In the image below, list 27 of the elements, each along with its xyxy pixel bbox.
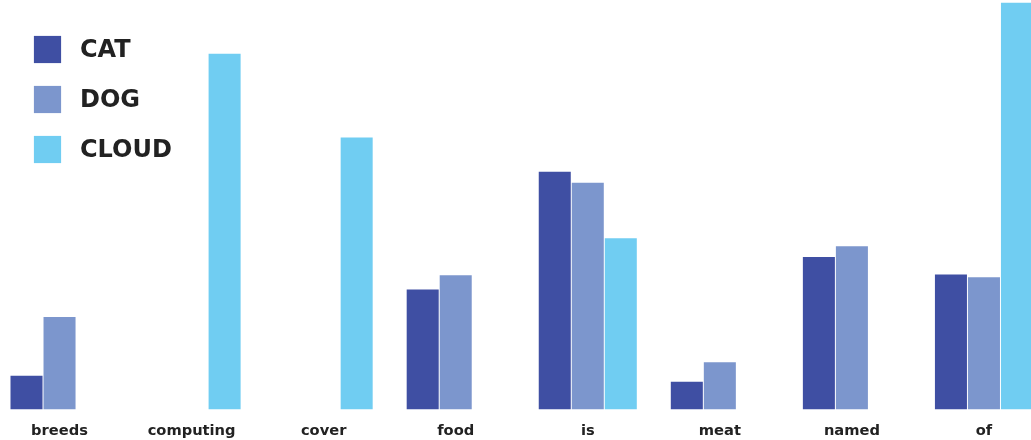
bar bbox=[10, 375, 43, 410]
bar bbox=[538, 171, 571, 410]
bar bbox=[835, 246, 868, 410]
bar bbox=[670, 381, 703, 410]
bar bbox=[406, 289, 439, 410]
legend-label: DOG bbox=[80, 85, 141, 113]
x-tick-label: food bbox=[437, 420, 475, 438]
x-tick-label: meat bbox=[698, 420, 741, 438]
bar bbox=[604, 238, 637, 410]
bar bbox=[208, 53, 241, 410]
bar bbox=[967, 277, 1000, 410]
bar bbox=[802, 256, 835, 410]
bar bbox=[1000, 2, 1031, 410]
bar bbox=[703, 362, 736, 410]
bar bbox=[43, 317, 76, 410]
x-tick-label: cover bbox=[300, 420, 348, 438]
x-tick-label: named bbox=[823, 420, 880, 438]
bar bbox=[571, 182, 604, 410]
bar bbox=[439, 275, 472, 410]
x-tick-label: computing bbox=[147, 420, 236, 438]
legend-label: CLOUD bbox=[80, 135, 172, 163]
bar bbox=[340, 137, 373, 410]
legend-label: CAT bbox=[80, 35, 131, 63]
x-tick-label: of bbox=[975, 420, 993, 438]
bar bbox=[934, 274, 967, 410]
x-tick-label: is bbox=[580, 420, 595, 438]
x-tick-label: breeds bbox=[31, 420, 89, 438]
